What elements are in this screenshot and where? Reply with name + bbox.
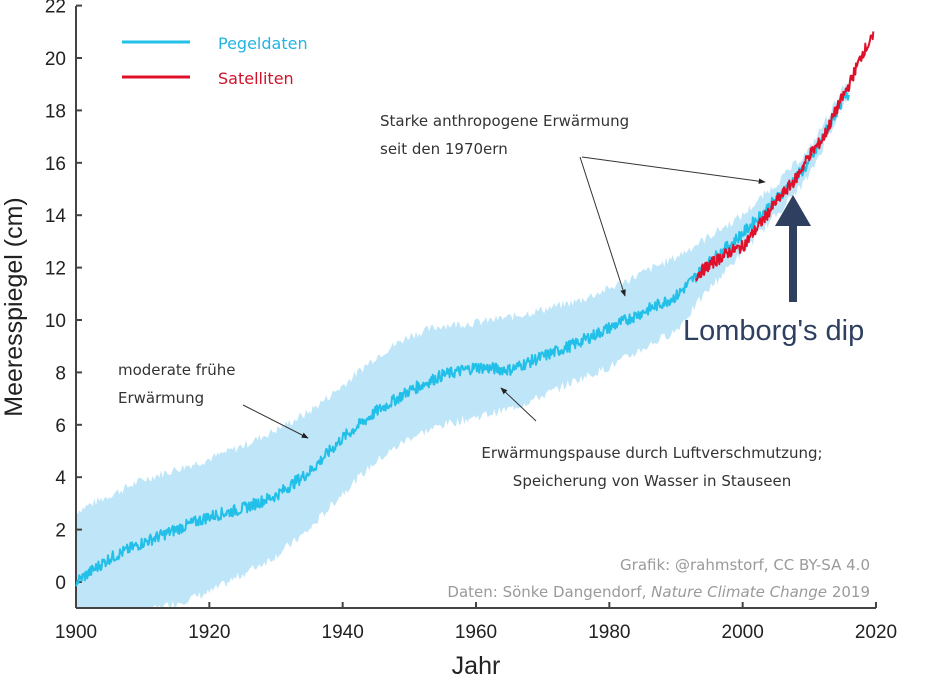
annotation-pause-line2: Speicherung von Wasser in Stauseen xyxy=(513,472,791,490)
credit-journal: Nature Climate Change xyxy=(651,583,827,601)
y-tick-label: 0 xyxy=(55,573,66,594)
annotation-arrow-pause xyxy=(500,387,537,422)
uncertainty-band xyxy=(76,80,850,608)
legend: Pegeldaten Satelliten xyxy=(122,34,308,88)
legend-label-pegeldaten: Pegeldaten xyxy=(218,34,308,53)
x-tick-label: 1960 xyxy=(455,622,497,643)
credit-data-prefix: Daten: Sönke Dangendorf, xyxy=(447,583,651,601)
annotation-arrow-strong-1 xyxy=(579,156,626,297)
annotation-strong-line1: Starke anthropogene Erwärmung xyxy=(380,112,629,130)
x-tick-label: 1940 xyxy=(322,622,364,643)
y-tick-label: 18 xyxy=(45,101,66,122)
x-tick-label: 2000 xyxy=(722,622,764,643)
y-tick-label: 4 xyxy=(55,468,66,489)
credit-data: Daten: Sönke Dangendorf, Nature Climate … xyxy=(447,583,870,601)
annotation-arrow-early xyxy=(242,404,309,439)
x-tick-label: 1900 xyxy=(55,622,97,643)
x-axis-label: Jahr xyxy=(452,652,501,678)
y-tick-label: 22 xyxy=(45,0,66,18)
y-tick-label: 16 xyxy=(45,154,66,175)
lomborg-arrow-icon xyxy=(775,195,811,302)
series-line-satelliten xyxy=(695,31,875,282)
y-tick-label: 12 xyxy=(45,259,66,280)
y-tick-label: 10 xyxy=(45,311,66,332)
annotation-early-line1: moderate frühe xyxy=(118,361,235,379)
y-tick-label: 20 xyxy=(45,49,66,70)
y-tick-label: 6 xyxy=(55,416,66,437)
credit-year: 2019 xyxy=(827,583,870,601)
annotation-early-line2: Erwärmung xyxy=(118,389,204,407)
annotation-arrow-strong-2 xyxy=(581,156,766,184)
x-tick-label: 1920 xyxy=(188,622,230,643)
annotation-strong-line2: seit den 1970ern xyxy=(380,140,508,158)
y-tick-label: 8 xyxy=(55,363,66,384)
y-axis-label: Meeresspiegel (cm) xyxy=(0,197,28,417)
annotation-pause-line1: Erwärmungspause durch Luftverschmutzung; xyxy=(481,444,822,462)
legend-label-satelliten: Satelliten xyxy=(218,69,294,88)
y-tick-label: 2 xyxy=(55,521,66,542)
x-tick-label: 1980 xyxy=(588,622,630,643)
credit-graphic: Grafik: @rahmstorf, CC BY-SA 4.0 xyxy=(620,556,870,574)
y-tick-label: 14 xyxy=(45,206,67,227)
annotation-lomborg: Lomborg's dip xyxy=(683,315,864,347)
x-tick-label: 2020 xyxy=(855,622,897,643)
